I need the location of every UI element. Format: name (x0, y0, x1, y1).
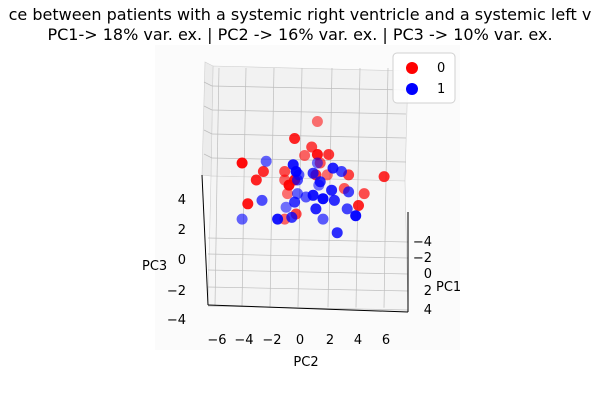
x-axis-label: PC2 (293, 355, 318, 370)
x-tick-label: −4 (234, 333, 253, 348)
point-series-1 (341, 203, 353, 215)
x-gridline-back (357, 67, 361, 180)
point-series-0 (279, 166, 291, 177)
x-tick-label: 4 (354, 333, 362, 348)
z-gridline-back (211, 85, 407, 91)
point-series-1 (289, 196, 301, 208)
point-series-1 (311, 157, 323, 169)
y-gridline (207, 253, 409, 259)
point-series-0 (358, 188, 370, 200)
y-axis-label: PC1 (436, 280, 461, 295)
point-series-1 (236, 213, 248, 225)
z-tick-label: 0 (178, 253, 186, 268)
x-tick-label: −6 (207, 333, 226, 348)
point-series-1 (307, 167, 319, 179)
point-series-1 (331, 227, 343, 239)
y-tick-label: −2 (413, 251, 432, 266)
x-tick-label: −2 (262, 333, 281, 348)
x-gridline (214, 178, 218, 307)
y-gridline (207, 286, 409, 292)
z-tick-label: 4 (178, 193, 186, 208)
z-gridline-side (203, 129, 213, 135)
x-gridline (269, 178, 273, 307)
point-series-1 (343, 186, 355, 198)
y-gridline (207, 237, 409, 243)
point-series-1 (292, 188, 303, 200)
point-series-0 (236, 157, 248, 169)
point-series-1 (260, 155, 272, 167)
z-axis-line (201, 174, 209, 306)
legend-box (392, 52, 456, 104)
point-series-1 (292, 174, 303, 186)
y-tick-label: 0 (424, 267, 432, 282)
z-gridline-back (211, 109, 407, 115)
point-series-0 (257, 166, 269, 177)
x-axis-ticks: −6 −4 −2 0 2 4 6 (207, 333, 390, 348)
point-series-1 (313, 179, 325, 191)
point-series-0 (306, 141, 318, 153)
legend: 0 1 (392, 52, 456, 104)
z-gridline-side (203, 153, 213, 159)
x-gridline-back (385, 67, 389, 180)
x-gridline-back (299, 67, 303, 180)
point-series-1 (256, 194, 268, 206)
z-gridline-side (203, 81, 213, 87)
point-series-1 (300, 191, 312, 203)
point-series-1 (286, 211, 298, 223)
x-gridline-back (216, 67, 220, 180)
z-gridline-side (203, 105, 213, 111)
point-series-0 (250, 174, 262, 186)
point-series-1 (336, 166, 347, 177)
point-series-0 (283, 179, 295, 191)
y-tick-label: 2 (424, 284, 432, 299)
point-series-0 (282, 188, 293, 200)
y-axis-ticks: −4−20 2 4 (413, 235, 432, 318)
chart-title-line-1: ce between patients with a systemic righ… (9, 5, 592, 24)
z-axis-label: PC3 (142, 259, 167, 274)
x-axis-line (207, 304, 409, 313)
point-series-0 (289, 133, 301, 144)
point-series-0 (353, 200, 364, 211)
x-tick-label: 0 (296, 333, 304, 348)
point-series-1 (290, 166, 302, 177)
point-series-0 (299, 150, 311, 161)
point-series-1 (317, 193, 329, 205)
point-series-0 (242, 198, 254, 210)
y-tick-label: −4 (413, 235, 432, 250)
point-series-0 (311, 149, 323, 160)
x-gridline-back (271, 67, 275, 180)
legend-marker-0 (406, 62, 418, 74)
x-tick-label: 6 (382, 333, 390, 348)
z-tick-label: −2 (167, 284, 186, 299)
z-tick-label: 2 (178, 223, 186, 238)
point-series-1 (310, 203, 322, 215)
point-series-1 (272, 213, 284, 225)
point-series-1 (350, 210, 362, 222)
point-series-0 (378, 171, 390, 183)
scatter-points (236, 116, 390, 239)
y-tick-label: 4 (424, 303, 432, 318)
point-series-0 (323, 149, 335, 160)
legend-label-0: 0 (437, 61, 445, 76)
chart-title-line-2: PC1-> 18% var. ex. | PC2 -> 16% var. ex.… (47, 25, 552, 44)
x-gridline (383, 178, 387, 308)
x-tick-label: 2 (326, 333, 334, 348)
legend-marker-1 (406, 83, 418, 95)
z-gridline-back (211, 133, 407, 139)
point-series-1 (326, 184, 338, 196)
y-gridline (207, 269, 409, 275)
z-tick-label: −4 (167, 313, 186, 328)
point-series-1 (280, 201, 292, 213)
point-series-1 (328, 194, 340, 206)
point-series-1 (327, 162, 339, 174)
legend-label-1: 1 (437, 82, 445, 97)
z-axis-ticks: 4 2 0 −2 −4 (167, 193, 186, 328)
point-series-0 (311, 116, 323, 127)
point-series-1 (317, 213, 329, 225)
